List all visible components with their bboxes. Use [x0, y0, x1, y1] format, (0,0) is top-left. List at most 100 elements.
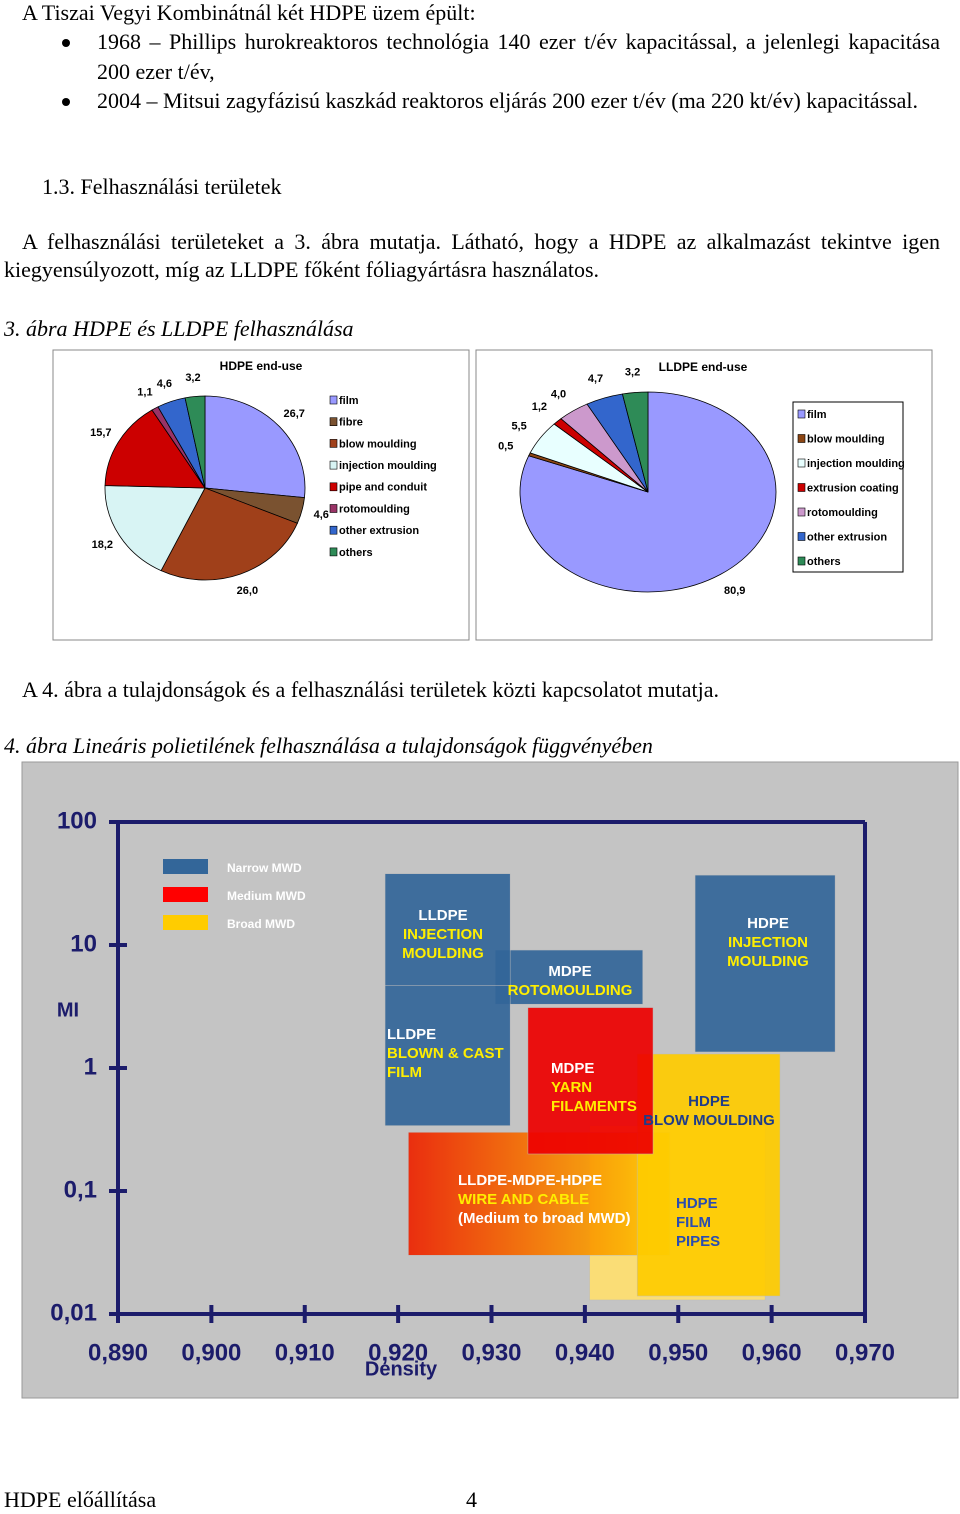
slice-label: 15,7: [90, 427, 111, 439]
region-label: MOULDING: [402, 945, 484, 962]
legend-label: other extrusion: [339, 525, 419, 537]
x-tick-label: 0,930: [461, 1339, 521, 1366]
region-label: ROTOMOULDING: [508, 982, 633, 999]
slice-label: 4,0: [551, 388, 566, 400]
legend-swatch: [329, 417, 338, 427]
slice-label: 4,7: [588, 373, 603, 385]
region-label: (Medium to broad MWD): [458, 1210, 630, 1227]
legend-label: injection moulding: [339, 460, 437, 472]
legend-swatch: [329, 395, 338, 405]
region-label: LLDPE: [418, 907, 467, 924]
legend-label: blow moulding: [339, 438, 417, 450]
x-tick-label: 0,940: [555, 1339, 615, 1366]
slice-label: 26,0: [237, 585, 258, 597]
pie-slice: [104, 409, 206, 489]
legend-swatch: [797, 507, 806, 517]
y-tick-label: 100: [57, 807, 97, 834]
section-heading: 1.3. Felhasználási területek: [42, 174, 282, 199]
region: [636, 1053, 781, 1297]
legend-swatch: [797, 556, 806, 566]
x-tick-label: 0,920: [368, 1339, 428, 1366]
legend-label: film: [807, 409, 827, 421]
legend-swatch: [797, 532, 806, 541]
region-label: LLDPE-MDPE-HDPE: [458, 1172, 602, 1189]
figure-caption: 4. ábra Lineáris polietilének felhasznál…: [4, 733, 653, 758]
region-label: MOULDING: [727, 953, 809, 970]
region-label: INJECTION: [403, 926, 483, 943]
chart-title: HDPE end-use: [220, 359, 303, 373]
slice-label: 3,2: [185, 372, 200, 384]
slice-label: 4,6: [157, 378, 172, 390]
region-label: BLOW MOULDING: [643, 1112, 775, 1129]
legend-label: others: [807, 556, 841, 568]
legend-label: rotomoulding: [339, 503, 410, 515]
x-tick-label: 0,960: [742, 1339, 802, 1366]
legend-label: rotomoulding: [807, 507, 878, 519]
bullet: 1968 – Phillips hurokreaktoros technológ…: [62, 27, 940, 86]
legend-swatch: [329, 504, 338, 513]
legend-label: other extrusion: [807, 531, 887, 543]
legend-label: fibre: [339, 417, 363, 429]
legend-label: blow moulding: [807, 433, 885, 445]
slice-label: 0,5: [498, 441, 513, 453]
region-label: PIPES: [676, 1233, 720, 1250]
slice-label: 1,2: [532, 401, 547, 413]
region-label: FILAMENTS: [551, 1098, 637, 1115]
paragraph: A felhasználási területeket a 3. ábra mu…: [4, 229, 940, 282]
footer-title: HDPE előállítása: [4, 1487, 157, 1512]
legend-swatch: [329, 460, 338, 470]
intro: A Tiszai Vegyi Kombinátnál két HDPE üzem…: [22, 0, 476, 25]
region-label: LLDPE: [387, 1026, 436, 1043]
region-label: HDPE: [688, 1093, 730, 1110]
x-tick-label: 0,890: [88, 1339, 148, 1366]
legend-swatch: [329, 547, 338, 557]
legend-label: film: [339, 395, 359, 407]
x-tick-label: 0,900: [181, 1339, 241, 1366]
legend-label: Narrow MWD: [227, 861, 302, 875]
pie-slice: [184, 395, 206, 489]
y-tick-label: 10: [70, 930, 97, 957]
legend-label: Broad MWD: [227, 917, 295, 931]
x-axis-label: Density: [365, 1358, 438, 1380]
region-label: WIRE AND CABLE: [458, 1191, 589, 1208]
bullet-list: 1968 – Phillips hurokreaktoros technológ…: [62, 27, 940, 116]
y-tick-label: 0,1: [64, 1176, 97, 1203]
region-label: BLOWN & CAST: [387, 1045, 504, 1062]
legend-swatch: [797, 483, 806, 492]
region-label: HDPE: [676, 1195, 718, 1212]
region: [527, 1007, 654, 1155]
y-tick-label: 0,01: [50, 1299, 97, 1326]
legend-swatch: [329, 525, 338, 535]
legend-label: pipe and conduit: [339, 482, 427, 494]
y-axis-label: MI: [57, 999, 79, 1021]
region-label: HDPE: [747, 915, 789, 932]
x-tick-label: 0,950: [648, 1339, 708, 1366]
y-tick-label: 1: [84, 1053, 97, 1080]
region-label: YARN: [551, 1079, 592, 1096]
legend-swatch: [329, 439, 338, 448]
legend-label: others: [339, 547, 373, 559]
figure-caption: 3. ábra HDPE és LLDPE felhasználása: [4, 316, 354, 341]
slice-label: 80,9: [724, 585, 745, 597]
region: [384, 985, 511, 1126]
legend-label: extrusion coating: [807, 482, 899, 494]
legend-label: injection moulding: [807, 458, 905, 470]
pie-slice: [621, 391, 649, 493]
pie-slice: [519, 391, 777, 593]
legend-frame: [792, 401, 904, 573]
slice-label: 1,1: [137, 386, 152, 398]
legend-swatch: [797, 434, 806, 443]
slice-label: 4,6: [314, 509, 329, 521]
slice-label: 3,2: [625, 367, 640, 379]
legend-swatch: [163, 859, 208, 874]
region-label: MDPE: [548, 963, 591, 980]
slice-label: 18,2: [92, 539, 113, 551]
pie-slice: [160, 487, 298, 581]
legend-label: Medium MWD: [227, 889, 306, 903]
paragraph: A 4. ábra a tulajdonságok és a felhaszná…: [22, 677, 720, 702]
legend-swatch: [797, 409, 806, 419]
x-tick-label: 0,970: [835, 1339, 895, 1366]
legend-swatch: [163, 887, 208, 902]
